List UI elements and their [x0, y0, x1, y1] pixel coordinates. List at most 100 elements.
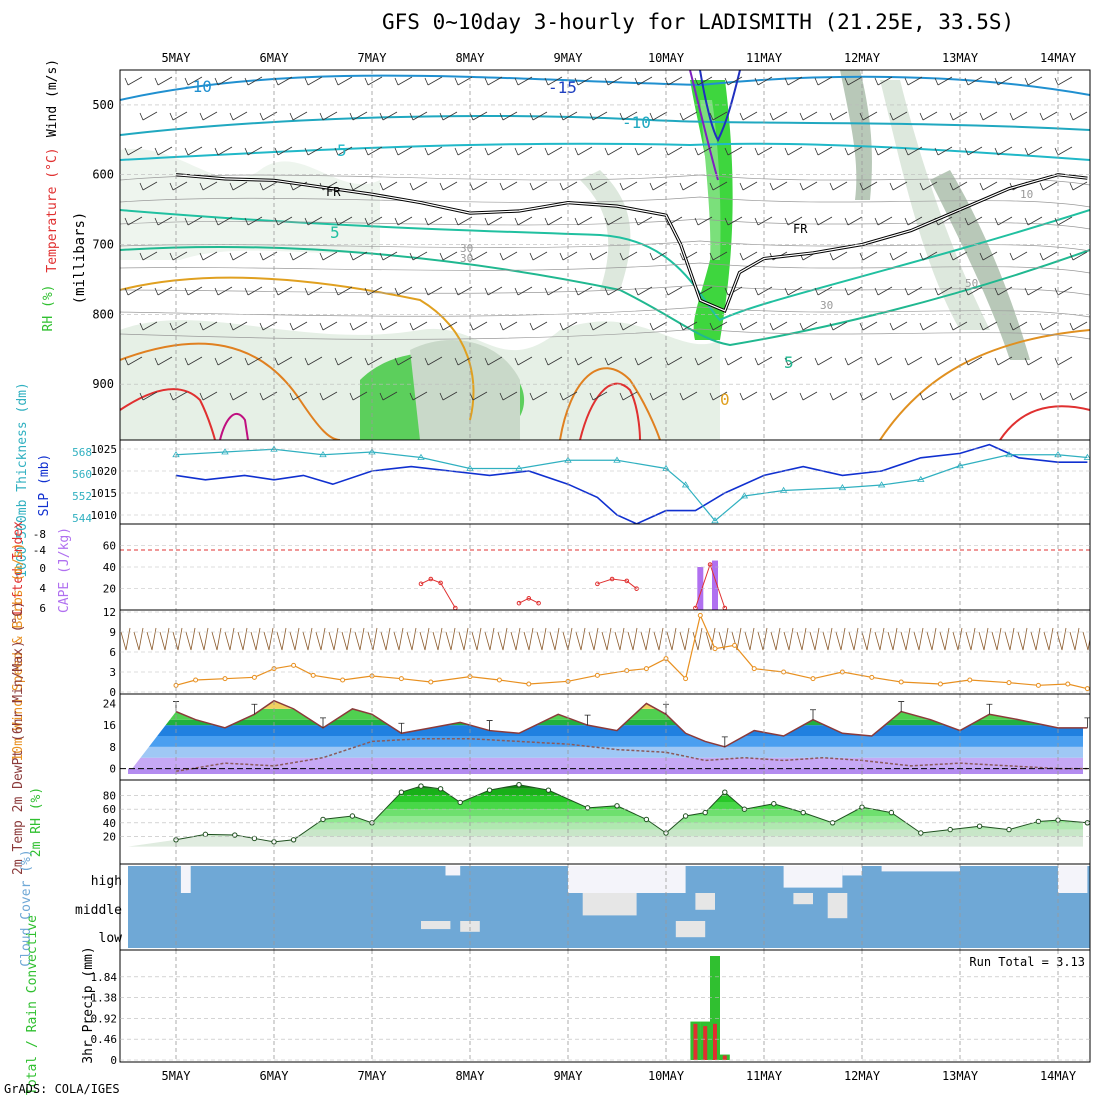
upper-wind-barb — [964, 216, 983, 226]
upper-wind-barb — [289, 251, 308, 261]
upper-wind-barb — [469, 251, 488, 261]
temp-minmax-bar — [584, 714, 591, 726]
upper-wind-barb — [304, 356, 323, 366]
chart-title: GFS 0~10day 3-hourly for LADISMITH (21.2… — [382, 10, 1015, 34]
rh-point — [976, 823, 983, 829]
rh-band-7 — [128, 788, 1083, 796]
upper-wind-barb — [154, 76, 173, 86]
surface-wind-barb — [549, 627, 560, 651]
upper-wind-barb — [124, 286, 143, 296]
upper-wind-barb — [484, 356, 503, 366]
surface-wind-barb — [367, 627, 378, 651]
temperature-contour-14 — [689, 70, 719, 181]
upper-wind-barb — [124, 146, 143, 156]
thickness-marker — [711, 516, 719, 524]
rh-point — [682, 813, 689, 819]
surface-wind-barb — [978, 627, 989, 651]
upper-wind-barb — [574, 216, 593, 226]
upper-wind-barb — [934, 146, 953, 156]
upper-wind-barb — [529, 251, 548, 261]
upper-wind-barb — [844, 146, 863, 156]
upper-wind-barb — [859, 111, 878, 121]
temperature-contour-0 — [120, 74, 1090, 101]
surface-wind-barb — [874, 627, 885, 651]
slp-y-tick: 1025 — [91, 443, 118, 456]
rh-point — [947, 826, 953, 833]
upper-wind-barb — [649, 111, 668, 121]
upper-wind-barb — [199, 251, 218, 261]
temperature-contour-4 — [120, 245, 1090, 347]
contour-label-4: 5 — [330, 223, 340, 242]
surface-wind-barb — [991, 627, 1002, 651]
upper-wind-barb — [244, 216, 263, 226]
lifted-index-point — [707, 562, 713, 567]
contour-label-5: 5 — [784, 353, 794, 372]
upper-wind-barb — [154, 146, 173, 156]
rh-point — [888, 809, 895, 816]
wind-speed-point — [712, 646, 718, 652]
rh-contour-0 — [120, 174, 1090, 186]
cloud-clear-block — [421, 921, 451, 930]
rh-band-2 — [128, 822, 1083, 830]
upper-wind-barb — [184, 76, 203, 86]
thickness-marker — [877, 481, 886, 488]
cloud-clear-block — [675, 921, 706, 938]
upper-wind-barb — [364, 146, 383, 156]
rh-band-6 — [128, 795, 1083, 803]
upper-wind-barb — [1039, 391, 1058, 401]
upper-wind-barb — [244, 286, 263, 296]
surface-wind-barb — [276, 627, 287, 651]
thickness-marker — [1083, 453, 1090, 460]
upper-wind-barb — [949, 111, 968, 121]
temperature-contour-5 — [120, 276, 475, 421]
temp-minmax-bar — [251, 703, 258, 715]
upper-wind-barb — [529, 111, 548, 121]
contour-label-3: 5 — [337, 141, 347, 160]
y-label-rh2m: 2m RH (%) — [29, 787, 44, 857]
upper-wind-barb — [229, 391, 248, 401]
upper-wind-barb — [784, 216, 803, 226]
surface-wind-barb — [692, 627, 703, 651]
wind-y-tick: 12 — [103, 606, 116, 619]
upper-wind-barb — [1024, 286, 1043, 296]
upper-wind-barb — [874, 286, 893, 296]
surface-wind-barb — [614, 627, 625, 651]
upper-wind-barb — [439, 181, 458, 191]
upper-wind-barb — [664, 356, 683, 366]
upper-wind-barb — [634, 286, 653, 296]
upper-wind-barb — [664, 76, 683, 86]
x-tick-label-top: 11MAY — [746, 51, 783, 65]
surface-wind-barb — [185, 627, 196, 651]
cloud-clear-block — [1058, 866, 1088, 893]
upper-air-y-tick: 600 — [92, 168, 114, 182]
temperature-contour-1 — [120, 114, 1090, 136]
panel-border-precip — [119, 949, 1091, 1063]
upper-wind-barb — [544, 76, 563, 86]
thickness-marker — [681, 481, 690, 488]
upper-wind-barb — [1069, 181, 1088, 191]
cloud-level-label: middle — [75, 903, 122, 918]
rh-shading-8 — [120, 148, 380, 260]
rh-point — [320, 816, 326, 823]
wind-speed-point — [1006, 680, 1012, 686]
upper-wind-barb — [904, 356, 923, 366]
temperature-contour-9 — [120, 388, 216, 440]
precip-y-tick: 0.92 — [91, 1012, 118, 1025]
rh-point — [290, 837, 297, 843]
surface-wind-barb — [380, 627, 391, 651]
upper-wind-barb — [319, 321, 338, 331]
upper-wind-barb — [379, 321, 398, 331]
upper-wind-barb — [424, 216, 443, 226]
contour-label-0: -10 — [183, 77, 212, 96]
surface-wind-barb — [263, 627, 274, 651]
rh-contour-4 — [120, 262, 1090, 274]
upper-wind-barb — [784, 76, 803, 86]
upper-wind-barb — [724, 76, 743, 86]
temperature-contour-7 — [559, 367, 661, 440]
upper-wind-barb — [364, 216, 383, 226]
upper-wind-barb — [919, 111, 938, 121]
upper-wind-barb — [154, 286, 173, 296]
thickness-marker — [1005, 450, 1013, 458]
